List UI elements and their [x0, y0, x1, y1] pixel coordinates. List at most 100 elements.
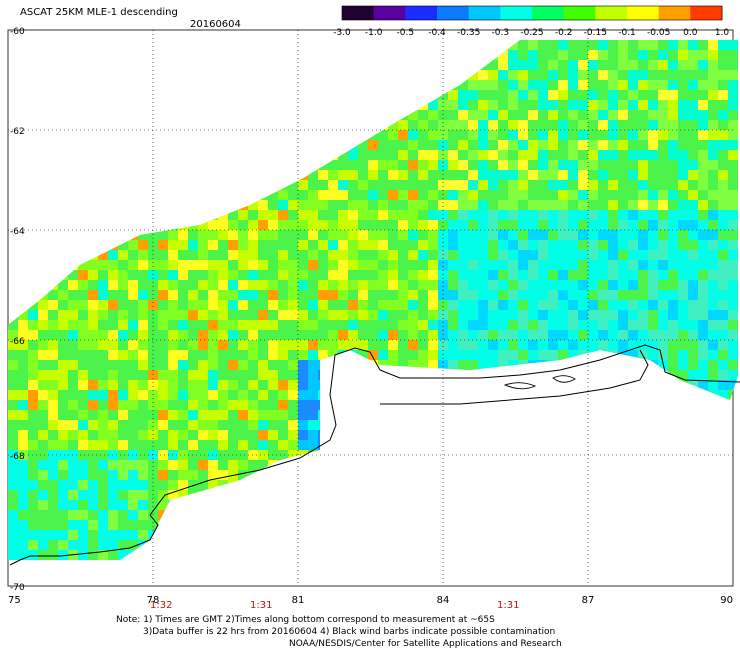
swath-cell [488, 210, 498, 220]
swath-cell [298, 180, 308, 190]
swath-cell [398, 290, 408, 300]
swath-cell [498, 150, 508, 160]
swath-cell [138, 340, 148, 350]
swath-cell [658, 50, 668, 60]
swath-cell [78, 340, 88, 350]
swath-cell [358, 300, 368, 310]
swath-cell [158, 350, 168, 360]
swath-cell [208, 370, 218, 380]
swath-cell [628, 280, 638, 290]
swath-cell [528, 200, 538, 210]
swath-cell [198, 260, 208, 270]
swath-cell [408, 170, 418, 180]
swath-cell [638, 80, 648, 90]
swath-cell [398, 190, 408, 200]
swath-cell [368, 320, 378, 330]
swath-cell [298, 430, 308, 440]
swath-cell [698, 310, 708, 320]
swath-cell [668, 290, 678, 300]
swath-cell [328, 310, 338, 320]
swath-cell [48, 470, 58, 480]
swath-cell [488, 250, 498, 260]
swath-cell [508, 190, 518, 200]
swath-cell [628, 120, 638, 130]
swath-cell [58, 450, 68, 460]
swath-cell [228, 240, 238, 250]
swath-cell [8, 380, 18, 390]
swath-cell [98, 290, 108, 300]
colorbar-swatch [658, 6, 691, 20]
swath-cell [548, 70, 558, 80]
swath-cell [438, 140, 448, 150]
swath-cell [448, 160, 458, 170]
swath-cell [98, 450, 108, 460]
swath-cell [218, 230, 228, 240]
time-label-3: 1:31 [497, 600, 520, 611]
swath-cell [128, 430, 138, 440]
swath-cell [298, 420, 308, 430]
swath-cell [548, 110, 558, 120]
swath-cell [458, 100, 468, 110]
colorbar-swatch [595, 6, 628, 20]
swath-cell [48, 380, 58, 390]
swath-cell [698, 110, 708, 120]
swath-cell [388, 260, 398, 270]
swath-cell [338, 340, 348, 350]
swath-cell [18, 500, 28, 510]
swath-cell [558, 220, 568, 230]
swath-cell [28, 420, 38, 430]
swath-cell [78, 490, 88, 500]
swath-cell [288, 260, 298, 270]
swath-cell [628, 320, 638, 330]
swath-cell [68, 530, 78, 540]
swath-cell [418, 220, 428, 230]
swath-cell [668, 70, 678, 80]
swath-cell [258, 360, 268, 370]
swath-cell [308, 180, 318, 190]
swath-cell [558, 200, 568, 210]
swath-cell [448, 110, 458, 120]
swath-cell [458, 290, 468, 300]
swath-cell [358, 150, 368, 160]
swath-cell [698, 130, 708, 140]
swath-cell [638, 310, 648, 320]
swath-cell [338, 310, 348, 320]
swath-cell [78, 310, 88, 320]
swath-cell [638, 60, 648, 70]
colorbar-label: -0.35 [457, 28, 480, 38]
swath-cell [478, 290, 488, 300]
swath-cell [538, 40, 548, 50]
swath-cell [158, 360, 168, 370]
swath-cell [8, 480, 18, 490]
swath-cell [718, 190, 728, 200]
swath-cell [578, 290, 588, 300]
swath-cell [328, 290, 338, 300]
swath-cell [648, 150, 658, 160]
swath-cell [188, 460, 198, 470]
swath-cell [708, 310, 718, 320]
swath-cell [198, 250, 208, 260]
swath-cell [498, 270, 508, 280]
swath-cell [198, 430, 208, 440]
swath-cell [168, 240, 178, 250]
swath-cell [468, 170, 478, 180]
swath-cell [578, 90, 588, 100]
swath-cell [248, 350, 258, 360]
swath-cell [478, 250, 488, 260]
swath-cell [218, 290, 228, 300]
swath-cell [598, 160, 608, 170]
swath-cell [618, 220, 628, 230]
swath-cell [718, 370, 728, 380]
swath-cell [268, 240, 278, 250]
swath-cell [128, 280, 138, 290]
swath-cell [268, 380, 278, 390]
swath-cell [468, 190, 478, 200]
swath-cell [158, 270, 168, 280]
swath-cell [608, 210, 618, 220]
swath-cell [168, 250, 178, 260]
swath-cell [278, 260, 288, 270]
swath-cell [718, 280, 728, 290]
swath-cell [548, 260, 558, 270]
swath-cell [468, 330, 478, 340]
swath-cell [638, 70, 648, 80]
